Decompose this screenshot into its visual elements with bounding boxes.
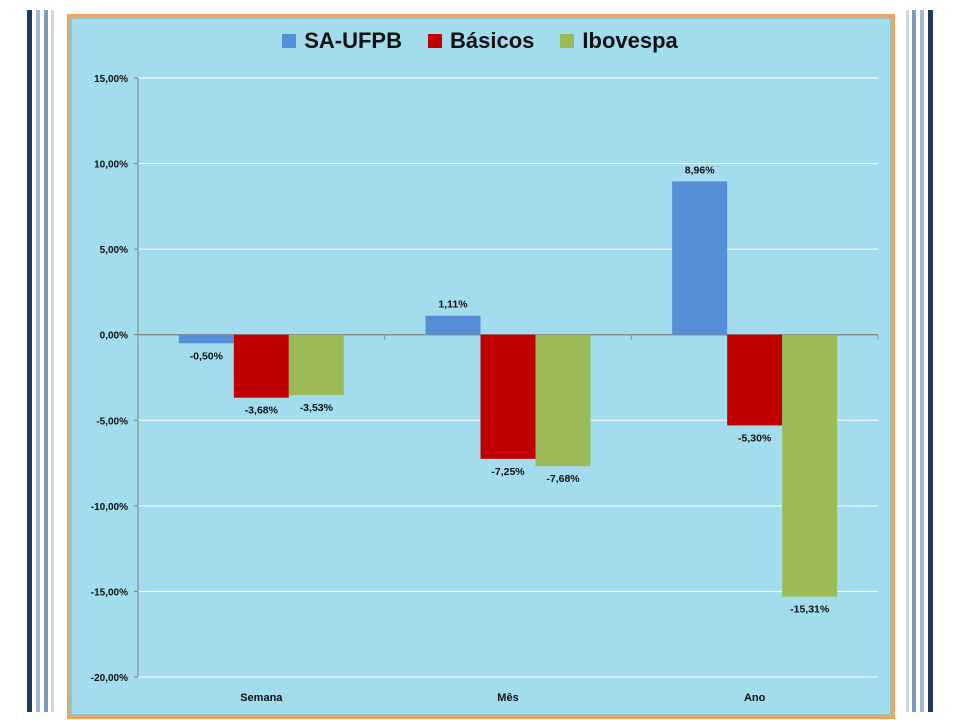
data-label: -0,50% bbox=[190, 350, 224, 362]
data-label: -7,68% bbox=[546, 473, 580, 485]
y-tick-label: 5,00% bbox=[100, 245, 128, 256]
legend-item-ibovespa: Ibovespa bbox=[560, 28, 678, 54]
category-label: Semana bbox=[240, 692, 283, 704]
data-label: -5,30% bbox=[738, 432, 772, 444]
data-label: -3,68% bbox=[245, 405, 279, 417]
data-label: 1,11% bbox=[438, 299, 468, 311]
y-tick-label: 0,00% bbox=[100, 331, 128, 342]
y-tick-label: 10,00% bbox=[94, 160, 128, 171]
bar bbox=[233, 334, 289, 398]
bar bbox=[727, 334, 783, 426]
y-tick-label: -15,00% bbox=[91, 587, 128, 598]
legend-label-basicos: Básicos bbox=[450, 28, 535, 53]
bar bbox=[425, 315, 481, 335]
legend-item-basicos: Básicos bbox=[428, 28, 534, 54]
bar bbox=[672, 181, 728, 335]
category-label: Mês bbox=[497, 692, 518, 704]
y-tick-label: 15,00% bbox=[94, 74, 128, 85]
data-label: 8,96% bbox=[685, 164, 715, 176]
y-tick-label: -20,00% bbox=[91, 673, 128, 684]
legend-swatch-sa-ufpb bbox=[282, 34, 297, 48]
category-label: Ano bbox=[744, 692, 766, 704]
y-tick-label: -10,00% bbox=[91, 502, 128, 513]
legend-label-ibovespa: Ibovespa bbox=[582, 28, 678, 53]
data-label: -3,53% bbox=[300, 402, 334, 414]
y-tick-label: -5,00% bbox=[96, 416, 128, 427]
bar bbox=[782, 334, 838, 597]
data-label: -7,25% bbox=[491, 466, 525, 478]
data-label: -15,31% bbox=[790, 604, 830, 616]
legend-label-sa-ufpb: SA-UFPB bbox=[304, 28, 402, 53]
legend-swatch-ibovespa bbox=[560, 34, 575, 48]
chart-legend: SA-UFPB Básicos Ibovespa bbox=[0, 28, 960, 54]
bar bbox=[480, 334, 536, 459]
bar bbox=[288, 334, 344, 396]
bar bbox=[535, 334, 591, 467]
legend-item-sa-ufpb: SA-UFPB bbox=[282, 28, 402, 54]
bar bbox=[178, 334, 234, 344]
legend-swatch-basicos bbox=[428, 34, 442, 48]
